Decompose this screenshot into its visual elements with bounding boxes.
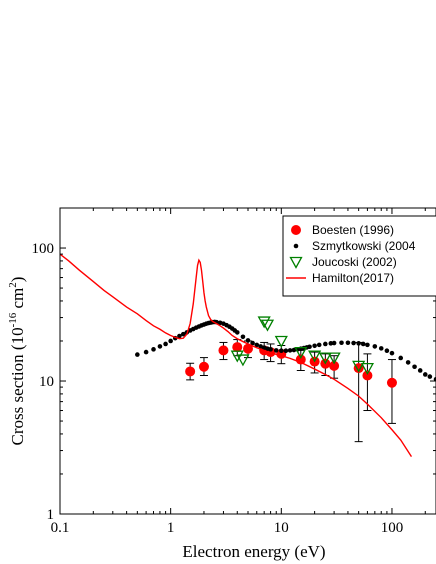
szmytkowski-point xyxy=(323,341,328,347)
legend-box xyxy=(282,215,436,297)
szmytkowski-point xyxy=(180,331,186,337)
szmytkowski-point xyxy=(283,348,289,354)
szmytkowski-point xyxy=(177,333,182,339)
szmytkowski-point xyxy=(345,340,351,346)
szmytkowski-point xyxy=(389,350,395,356)
legend-symbol-boesten xyxy=(291,225,301,235)
legend-label: Szmytkowski (2004 xyxy=(312,239,416,253)
szmytkowski-point xyxy=(258,344,263,349)
szmytkowski-point xyxy=(365,342,370,348)
szmytkowski-point xyxy=(351,340,356,346)
joucoski-point xyxy=(230,350,244,363)
x-tick-label: 10 xyxy=(274,520,289,536)
szmytkowski-point xyxy=(151,347,156,352)
series-layer xyxy=(60,253,436,458)
joucoski-point xyxy=(318,352,332,365)
boesten-point xyxy=(232,342,243,353)
x-tick-label: 1 xyxy=(167,520,175,536)
szmytkowski-point xyxy=(422,372,428,377)
szmytkowski-point xyxy=(398,355,404,361)
x-tick-label: 100 xyxy=(381,520,404,536)
joucoski-point xyxy=(294,346,308,359)
boesten-point xyxy=(218,345,229,356)
szmytkowski-point xyxy=(427,374,433,379)
series-line xyxy=(60,253,413,458)
y-axis-title-exp2: 2 xyxy=(7,282,19,288)
szmytkowski-point xyxy=(307,344,312,350)
y-tick-label: 100 xyxy=(32,241,55,257)
szmytkowski-point xyxy=(433,377,436,382)
y-axis-title: Cross section (10-16 cm2) xyxy=(7,277,27,446)
boesten-point xyxy=(386,377,397,388)
series-marker-triangle-down-open xyxy=(230,316,375,375)
szmytkowski-point xyxy=(291,347,297,353)
joucoski-point xyxy=(352,360,366,373)
szmytkowski-point xyxy=(163,341,168,347)
joucoski-point xyxy=(308,350,322,363)
joucoski-point xyxy=(274,335,288,348)
series-marker-dot xyxy=(135,319,436,382)
szmytkowski-point xyxy=(234,330,240,335)
szmytkowski-point xyxy=(405,360,411,365)
szmytkowski-point xyxy=(143,349,149,355)
boesten-point xyxy=(185,366,196,377)
legend-symbol-szmytkowski xyxy=(293,243,299,249)
joucoski-point xyxy=(257,316,271,329)
szmytkowski-point xyxy=(339,340,344,346)
boesten-point xyxy=(329,360,340,371)
szmytkowski-point xyxy=(316,342,322,348)
x-tick-label: 0.1 xyxy=(51,520,70,536)
y-axis-title-prefix: Cross section (10 xyxy=(8,327,27,445)
szmytkowski-point xyxy=(417,368,423,373)
legend-label: Hamilton(2017) xyxy=(312,271,394,285)
joucoski-point xyxy=(327,352,341,365)
y-axis-title-exp1: -16 xyxy=(7,312,19,327)
legend-label: Joucoski (2002) xyxy=(312,255,397,269)
szmytkowski-point xyxy=(273,348,279,353)
szmytkowski-point xyxy=(268,347,273,352)
legend: Boesten (1996) Szmytkowski (2004 Joucoski … xyxy=(282,215,436,297)
boesten-point xyxy=(243,343,253,354)
szmytkowski-point xyxy=(250,340,255,346)
y-tick-label: 1 xyxy=(47,507,55,523)
szmytkowski-point xyxy=(328,341,334,346)
joucoski-point xyxy=(260,319,275,332)
y-tick-label: 10 xyxy=(39,374,54,390)
szmytkowski-point xyxy=(240,334,246,340)
szmytkowski-point xyxy=(372,344,378,349)
szmytkowski-point xyxy=(245,338,251,343)
series-marker-circle-errorbar xyxy=(185,339,397,443)
szmytkowski-point xyxy=(287,348,293,353)
legend-entries: Boesten (1996) Szmytkowski (2004 Joucoski … xyxy=(286,223,416,285)
szmytkowski-point xyxy=(279,348,284,354)
szmytkowski-point xyxy=(157,344,163,349)
legend-label: Boesten (1996) xyxy=(312,223,394,237)
szmytkowski-point xyxy=(356,341,361,346)
szmytkowski-point xyxy=(135,352,140,357)
y-axis-title-suffix: ) xyxy=(8,277,27,283)
joucoski-point xyxy=(360,362,375,375)
boesten-point xyxy=(198,361,209,372)
szmytkowski-point xyxy=(254,342,260,348)
szmytkowski-point xyxy=(412,364,417,370)
szmytkowski-point xyxy=(360,341,366,347)
szmytkowski-point xyxy=(331,340,337,346)
y-axis-title-mid: cm xyxy=(8,288,27,313)
szmytkowski-point xyxy=(384,348,390,354)
szmytkowski-point xyxy=(312,343,317,349)
boesten-point xyxy=(362,370,373,381)
legend-symbol-joucoski xyxy=(289,256,303,269)
x-axis-title: Electron energy (eV) xyxy=(182,542,325,561)
hamilton-line xyxy=(60,253,413,458)
szmytkowski-point xyxy=(378,346,384,351)
szmytkowski-point xyxy=(168,338,173,344)
joucoski-point xyxy=(236,354,250,367)
